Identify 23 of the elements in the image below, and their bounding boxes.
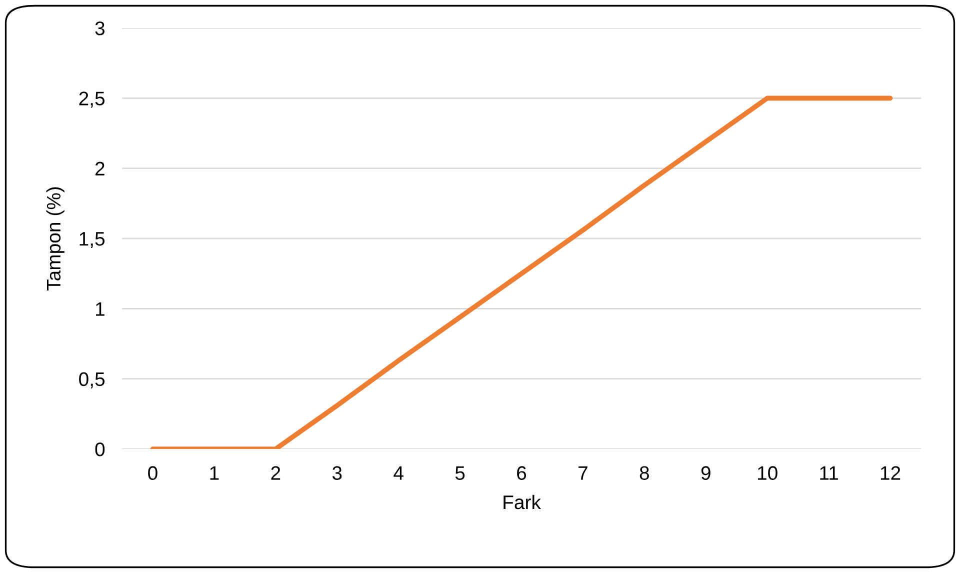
y-tick-label: 1,5 [80, 232, 105, 248]
x-tick-label: 7 [578, 466, 588, 480]
y-tick-label: 2 [96, 162, 104, 176]
y-axis-title: Tampon (%) [46, 187, 64, 290]
y-tick-label: 0 [95, 442, 105, 456]
x-tick-label: 1 [210, 466, 219, 480]
x-tick-label: 2 [271, 466, 280, 480]
x-tick-label: 10 [758, 466, 778, 480]
x-axis-title: Fark [504, 494, 541, 510]
y-tick-label: 1 [96, 302, 104, 316]
x-tick-label: 6 [517, 466, 526, 480]
y-tick-label: 3 [95, 21, 104, 36]
x-tick-label: 3 [332, 466, 342, 480]
x-tick-label: 8 [640, 466, 649, 480]
y-tick-label: 0,5 [79, 372, 105, 388]
x-tick-label: 4 [394, 466, 404, 480]
x-tick-label: 12 [880, 466, 900, 480]
line-series [150, 96, 893, 449]
y-tick-label: 2,5 [79, 92, 105, 108]
x-tick-label: 5 [455, 466, 465, 480]
x-tick-label: 11 [820, 466, 838, 480]
x-tick-label: 0 [148, 466, 158, 480]
x-tick-label: 9 [701, 466, 710, 480]
